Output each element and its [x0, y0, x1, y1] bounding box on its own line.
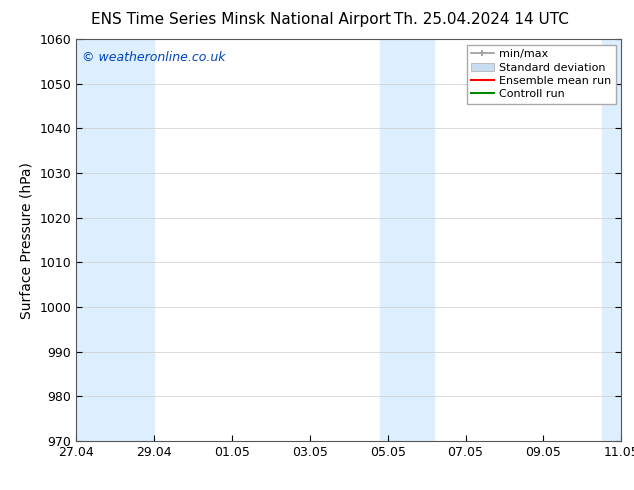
Bar: [76, 39, 154, 441]
Bar: [602, 39, 621, 441]
Text: ENS Time Series Minsk National Airport: ENS Time Series Minsk National Airport: [91, 12, 391, 27]
Text: Th. 25.04.2024 14 UTC: Th. 25.04.2024 14 UTC: [394, 12, 569, 27]
Y-axis label: Surface Pressure (hPa): Surface Pressure (hPa): [20, 162, 34, 318]
Legend: min/max, Standard deviation, Ensemble mean run, Controll run: min/max, Standard deviation, Ensemble me…: [467, 45, 616, 104]
Text: © weatheronline.co.uk: © weatheronline.co.uk: [82, 51, 225, 64]
Bar: [380, 39, 434, 441]
